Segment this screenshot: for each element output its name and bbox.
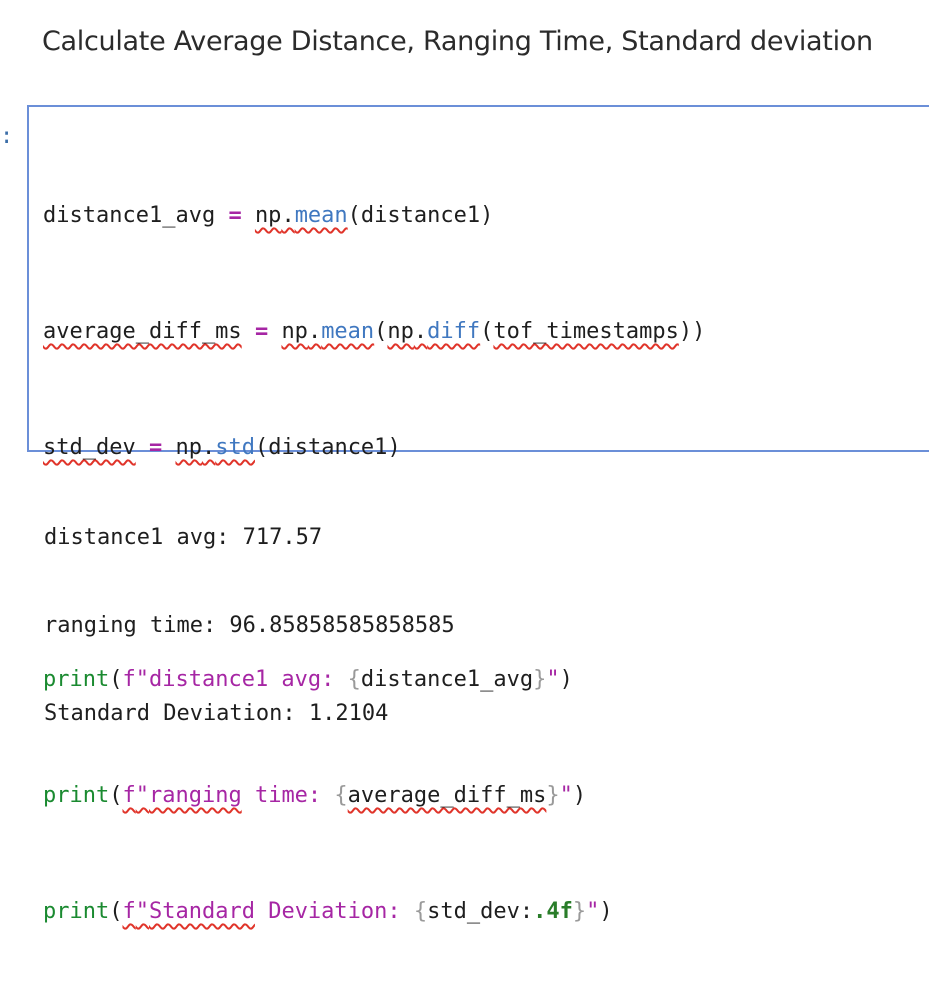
fstring-text: time:: [241, 783, 335, 808]
output-line: Standard Deviation: 1.2104: [44, 701, 389, 726]
format-spec: .4f: [533, 899, 573, 924]
quote: ": [135, 899, 149, 924]
arg-distance1: distance1: [268, 435, 388, 460]
fstring-text: Deviation:: [254, 899, 414, 924]
brace-close: }: [546, 783, 560, 808]
mean-function: mean: [321, 319, 375, 344]
var-average-diff-ms: average_diff_ms: [43, 319, 242, 344]
paren-open: (: [347, 203, 361, 228]
paren-close: ): [692, 319, 706, 344]
code-line-2[interactable]: average_diff_ms = np.mean(np.diff(tof_ti…: [43, 318, 705, 359]
dot: .: [201, 435, 216, 460]
var-std-dev: std_dev: [43, 435, 136, 460]
code-cell-editor[interactable]: distance1_avg = np.mean(distance1) avera…: [27, 105, 929, 924]
brace-close: }: [533, 667, 547, 692]
diff-function: diff: [427, 319, 481, 344]
cell-prompt: :: [0, 124, 14, 149]
assign-operator: =: [148, 435, 163, 460]
fstring-expr: std_dev:: [427, 899, 534, 924]
quote: ": [135, 783, 149, 808]
paren-close: ): [678, 319, 693, 344]
brace-close: }: [572, 899, 587, 924]
std-function: std: [215, 435, 255, 460]
paren-open: (: [109, 899, 123, 924]
paren-close: ): [480, 203, 494, 228]
brace-open: {: [413, 899, 428, 924]
np-module: np: [387, 319, 414, 344]
code-line-6[interactable]: print(f"ranging time: {average_diff_ms}"…: [43, 782, 705, 823]
code-line-1[interactable]: distance1_avg = np.mean(distance1): [43, 202, 705, 243]
dot: .: [281, 203, 295, 228]
quote: ": [546, 667, 560, 692]
np-module: np: [254, 203, 282, 228]
paren-open: (: [254, 435, 269, 460]
quote: ": [559, 783, 573, 808]
mean-function: mean: [294, 203, 348, 228]
print-builtin: print: [43, 899, 110, 924]
quote: ": [586, 899, 600, 924]
fstring-text: Standard: [148, 899, 255, 924]
arg-tof-timestamps: tof_timestamps: [493, 319, 679, 344]
arg-distance1: distance1: [360, 203, 481, 228]
code-line-3[interactable]: std_dev = np.std(distance1): [43, 434, 705, 475]
paren-open: (: [480, 319, 494, 344]
cell-output: distance1 avg: 717.57 ranging time: 96.8…: [44, 474, 455, 763]
dot: .: [413, 319, 428, 344]
output-line: distance1 avg: 717.57: [44, 525, 323, 550]
dot: .: [307, 319, 322, 344]
assign-operator: =: [254, 319, 269, 344]
paren-close: ): [387, 435, 401, 460]
var-distance1-avg: distance1_avg: [43, 203, 216, 228]
np-module: np: [175, 435, 202, 460]
paren-close: ): [599, 899, 613, 924]
paren-close: ): [572, 783, 587, 808]
output-line: ranging time: 96.85858585858585: [44, 613, 455, 638]
fstring-expr: average_diff_ms: [347, 783, 547, 808]
markdown-heading: Calculate Average Distance, Ranging Time…: [42, 26, 873, 57]
fstring-prefix: f: [122, 899, 136, 924]
fstring-text: ranging: [148, 783, 242, 808]
paren-close: ): [559, 667, 573, 692]
np-module: np: [281, 319, 308, 344]
fstring-prefix: f: [122, 783, 136, 808]
print-builtin: print: [43, 783, 110, 808]
paren-open: (: [109, 783, 123, 808]
brace-open: {: [334, 783, 348, 808]
paren-open: (: [374, 319, 388, 344]
code-line-7[interactable]: print(f"Standard Deviation: {std_dev:.4f…: [43, 898, 705, 939]
assign-operator: =: [228, 203, 242, 228]
